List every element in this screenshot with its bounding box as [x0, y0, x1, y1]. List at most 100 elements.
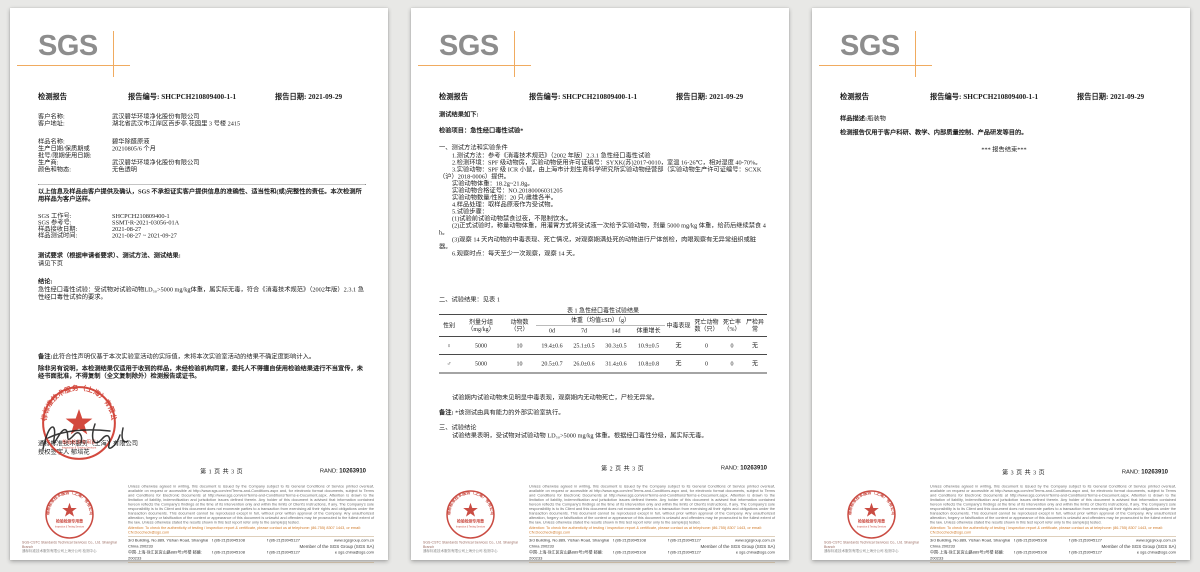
- authorized-signer-line: 授权签字人 郁培花: [38, 448, 90, 456]
- report-number: 报告编号: SHCPCH210809400-1-1: [128, 93, 237, 101]
- logo-crosshair-horizontal: [17, 65, 130, 66]
- table-row-male: ♂ 5000 10 20.5±0.7 26.0±0.6 31.4±0.6 10.…: [439, 354, 767, 374]
- star-icon: [62, 502, 77, 517]
- table-footnote: 试验期内试验动物未见明显中毒表现，观察期内无动物死亡，尸检无异常。: [452, 394, 659, 401]
- svg-text:检验检测专用章: 检验检测专用章: [62, 438, 96, 445]
- page-footer: 通标标准技术服务（上海）有限公司 检验检测专用章 Inspection & Te…: [423, 484, 775, 563]
- conclusion-text: 急性经口毒性试验：受试物对试验动物LD₅₀>5000 mg/kg体重，属实际无毒…: [38, 286, 364, 301]
- conclusion-title: 结论:: [38, 278, 53, 285]
- svg-text:Inspection & Testing Services: Inspection & Testing Services: [456, 525, 486, 528]
- inspection-stamp: 通标标准技术服务（上海）有限公司 检验检测专用章 Inspection & Te…: [44, 489, 95, 539]
- final-conclusion: 试验结果表明，受试物对试验动物 LD₅₀>5000 mg/kg 体重。根据经口毒…: [452, 432, 708, 439]
- dotted-separator: [38, 184, 366, 185]
- usage-disclaimer-paragraph: 除非另有说明，本检测结果仅适用于收到的样品，未经检验机构同意，委托人不得擅自使用…: [38, 365, 364, 380]
- rand-code: RAND: 10263910: [720, 464, 767, 471]
- test-item-title: 检验项目：急性经口毒性试验*: [439, 127, 524, 134]
- address-row-cn: 中国·上海·徐汇区宜山路889号3号楼 邮编: 200233 t (86-21)…: [930, 550, 1176, 561]
- client-confirmation-paragraph: 以上信息及样品由客户提供及确认，SGS 不承担证实客户提供信息的准确性、适当性和…: [38, 188, 362, 203]
- section-2-title: 二、试验结果：见表 1: [439, 296, 500, 303]
- footer-address-box: 3rd Building, No.889, Yishan Road, Shang…: [128, 536, 374, 563]
- field-row: 样品接收日期: 2021-08-27: [38, 225, 142, 233]
- logo-crosshair-vertical: [113, 31, 114, 77]
- company-seal-stamp: 通标标准技术服务（上海）有限公司 检验检测专用章 Inspection & Te…: [40, 384, 117, 460]
- report-page-3: SGS 检测报告 报告编号: SHCPCH210809400-1-1 报告日期:…: [812, 8, 1190, 563]
- inspection-stamp: 通标标准技术服务（上海）有限公司 检验检测专用章 Inspection & Te…: [445, 489, 496, 539]
- logo-crosshair-horizontal: [819, 65, 932, 66]
- address-row-cn: 中国·上海·徐汇区宜山路889号3号楼 邮编: 200233 t (86-21)…: [128, 550, 374, 561]
- pagination-line: 第 2 页 共 3 页 RAND: 10263910: [439, 464, 767, 472]
- report-date: 报告日期: 2021-09-29: [676, 93, 744, 101]
- results-table-wrap: 性别 剂量分组（mg/kg） 动物数（只） 体重（均值±SD）（g） 中毒表现 …: [439, 314, 767, 374]
- field-row: 客户地址: 湖北省武汉市江岸区百步亭.花园里 3 号楼 2415: [38, 120, 241, 127]
- page-footer: 通标标准技术服务（上海）有限公司 检验检测专用章 Inspection & Te…: [22, 484, 374, 563]
- footer-disclaimer: Unless otherwise agreed in writing, this…: [529, 484, 775, 525]
- star-icon: [463, 502, 478, 517]
- logo-crosshair-vertical: [915, 31, 916, 77]
- note-paragraph: 备注: *该测试由具有能力的外部实验室执行。: [439, 409, 565, 416]
- field-row: SGS 工作号: SHCPCH210809400-1: [38, 212, 170, 220]
- field-row: 生产日期/保质期或 20210805/6 个月: [38, 145, 156, 152]
- table-caption: 表 1 急性经口毒性试验结果: [566, 307, 639, 314]
- pagination-line: 第 1 页 共 3 页 RAND: 10263910: [38, 467, 366, 475]
- rand-code: RAND: 10263910: [1121, 468, 1168, 475]
- report-number: 报告编号: SHCPCH210809400-1-1: [529, 93, 638, 101]
- svg-text:Inspection & Testing Services: Inspection & Testing Services: [55, 525, 85, 528]
- rand-code: RAND: 10263910: [319, 467, 366, 474]
- logo-crosshair-horizontal: [418, 65, 531, 66]
- address-row-en: 3rd Building, No.889, Yishan Road, Shang…: [930, 538, 1176, 549]
- field-row: 颜色和物态: 无色透明: [38, 166, 138, 173]
- svg-text:Inspection & Testing Services: Inspection & Testing Services: [62, 446, 97, 450]
- footer-attention-line: Attention: To check the authenticity of …: [529, 525, 762, 535]
- footer-company-lines: SGS-CSTC Standards Technical Services Co…: [423, 541, 518, 553]
- page-number: 第 2 页 共 3 页: [601, 465, 645, 472]
- footer-disclaimer: Unless otherwise agreed in writing, this…: [930, 484, 1176, 525]
- sample-description-line: 样品描述:瓶装物: [840, 115, 886, 122]
- sgs-member-line: Member of the SGS Group (SGS SA): [1101, 544, 1176, 549]
- footer-attention-line: Attention: To check the authenticity of …: [128, 525, 361, 535]
- report-title: 检测报告: [439, 93, 468, 101]
- report-page-1: SGS 检测报告 报告编号: SHCPCH210809400-1-1 报告日期:…: [10, 8, 388, 563]
- report-date: 报告日期: 2021-09-29: [275, 93, 343, 101]
- section-1-title: 一、测试方法和实验条件: [439, 144, 508, 151]
- svg-text:检验检测专用章: 检验检测专用章: [56, 519, 83, 524]
- svg-text:检验检测专用章: 检验检测专用章: [457, 519, 484, 524]
- star-icon: [65, 408, 93, 435]
- report-number: 报告编号: SHCPCH210809400-1-1: [930, 93, 1039, 101]
- report-title: 检测报告: [840, 93, 869, 101]
- test-requirement-value: 请见下页: [38, 260, 64, 267]
- svg-text:Inspection & Testing Services: Inspection & Testing Services: [857, 525, 887, 528]
- report-page-2: SGS 检测报告 报告编号: SHCPCH210809400-1-1 报告日期:…: [411, 8, 789, 563]
- page-number: 第 3 页 共 3 页: [1002, 469, 1046, 476]
- field-row: SGS 参考号: SSMT-R-2021-03056-01A: [38, 219, 180, 226]
- note-paragraph: 备注:此符合性声明仅基于本次实验室活动的实际值，未将本次实验室活动的结果不确定度…: [38, 353, 316, 360]
- field-row: 生产商: 武汉碧华环境净化股份有限公司: [38, 159, 200, 166]
- footer-address-box: 3rd Building, No.889, Yishan Road, Shang…: [529, 536, 775, 563]
- address-row-en: 3rd Building, No.889, Yishan Road, Shang…: [529, 538, 775, 549]
- table-row-female: ♀ 5000 10 19.4±0.6 25.1±0.5 30.3±0.5 10.…: [439, 336, 767, 356]
- field-row: 客户名称: 武汉碧华环境净化股份有限公司: [38, 113, 200, 120]
- footer-company-lines: SGS-CSTC Standards Technical Services Co…: [824, 541, 919, 553]
- address-row-en: 3rd Building, No.889, Yishan Road, Shang…: [128, 538, 374, 549]
- method-body: 1.测试方法：参考《消毒技术规范》（2002 年版）2.3.1 急性经口毒性试验…: [439, 152, 766, 257]
- svg-text:检验检测专用章: 检验检测专用章: [858, 519, 885, 524]
- field-row: 样品名称: 碧华除醛原液: [38, 138, 150, 145]
- sgs-reference-fields: SGS 工作号: SHCPCH210809400-1 SGS 参考号: SSMT-R…: [38, 213, 366, 239]
- footer-fineprint-block: Unless otherwise agreed in writing, this…: [529, 484, 775, 563]
- report-header-row: 检测报告 报告编号: SHCPCH210809400-1-1 报告日期: 202…: [840, 93, 1168, 102]
- star-icon: [864, 502, 879, 517]
- address-row-cn: 中国·上海·徐汇区宜山路889号3号楼 邮编: 200233 t (86-21)…: [529, 550, 775, 561]
- section-3-title: 三、试验结论: [439, 424, 477, 431]
- footer-disclaimer: Unless otherwise agreed in writing, this…: [128, 484, 374, 525]
- report-header-row: 检测报告 报告编号: SHCPCH210809400-1-1 报告日期: 202…: [439, 93, 767, 102]
- report-end-line: *** 报告结束***: [981, 146, 1027, 153]
- report-header-row: 检测报告 报告编号: SHCPCH210809400-1-1 报告日期: 202…: [38, 93, 366, 102]
- pagination-line: 第 3 页 共 3 页 RAND: 10263910: [840, 468, 1168, 476]
- sgs-logo: SGS: [840, 29, 900, 62]
- page-footer: 通标标准技术服务（上海）有限公司 检验检测专用章 Inspection & Te…: [824, 484, 1176, 563]
- toxicity-results-table: 性别 剂量分组（mg/kg） 动物数（只） 体重（均值±SD）（g） 中毒表现 …: [439, 314, 767, 374]
- sgs-logo: SGS: [38, 29, 98, 62]
- footer-fineprint-block: Unless otherwise agreed in writing, this…: [128, 484, 374, 563]
- client-fields: 客户名称: 武汉碧华环境净化股份有限公司 客户地址: 湖北省武汉市江岸区百步亭.花园…: [38, 113, 366, 127]
- footer-company-lines: SGS-CSTC Standards Technical Services Co…: [22, 541, 117, 553]
- sgs-logo: SGS: [439, 29, 499, 62]
